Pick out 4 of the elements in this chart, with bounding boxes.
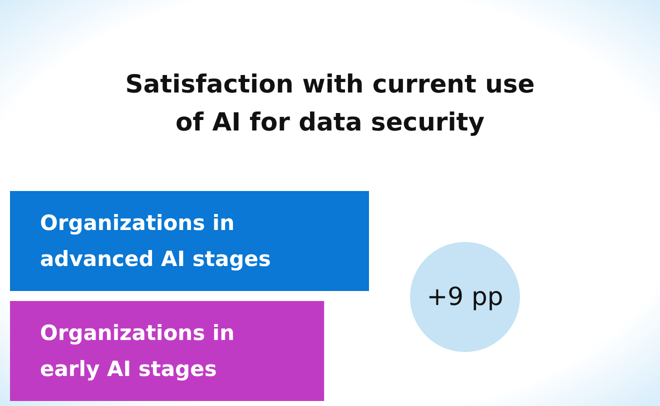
chart-title: Satisfaction with current use of AI for data security	[125, 70, 535, 136]
y-tick-label: Organizations in early AI stages	[40, 321, 242, 381]
text: +9 pp	[426, 282, 504, 311]
y-tick-label: Organizations in advanced AI stages	[40, 211, 271, 271]
